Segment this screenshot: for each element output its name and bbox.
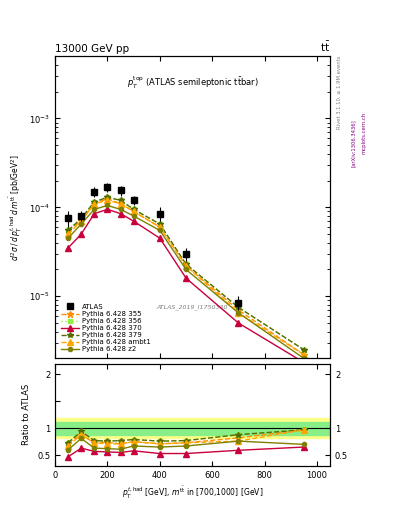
Pythia 6.428 370 [66, 245, 70, 251]
Pythia 6.428 379 [79, 216, 84, 222]
Pythia 6.428 356 [79, 216, 84, 222]
Pythia 6.428 355 [131, 208, 136, 215]
Pythia 6.428 ambt1 [79, 218, 84, 224]
Pythia 6.428 356 [158, 221, 162, 227]
Text: mcplots.cern.ch: mcplots.cern.ch [362, 112, 367, 154]
Pythia 6.428 370 [118, 210, 123, 217]
Y-axis label: Ratio to ATLAS: Ratio to ATLAS [22, 384, 31, 445]
Text: ATLAS_2019_I1750330: ATLAS_2019_I1750330 [157, 304, 228, 310]
Pythia 6.428 ambt1 [105, 197, 110, 203]
Line: Pythia 6.428 370: Pythia 6.428 370 [65, 206, 307, 365]
Pythia 6.428 ambt1 [301, 352, 306, 358]
Pythia 6.428 z2 [301, 355, 306, 361]
Line: Pythia 6.428 355: Pythia 6.428 355 [64, 195, 307, 358]
Pythia 6.428 ambt1 [158, 224, 162, 230]
Pythia 6.428 355 [105, 196, 110, 202]
Bar [55, 422, 330, 435]
Pythia 6.428 356 [66, 227, 70, 233]
Pythia 6.428 z2 [79, 221, 84, 227]
Text: $p_T^{\rm top}$ (ATLAS semileptonic t$\bar{\rm t}$bar): $p_T^{\rm top}$ (ATLAS semileptonic t$\b… [127, 74, 259, 91]
Pythia 6.428 356 [236, 304, 241, 310]
Pythia 6.428 ambt1 [92, 201, 97, 207]
Pythia 6.428 z2 [66, 235, 70, 241]
Pythia 6.428 379 [92, 199, 97, 205]
Pythia 6.428 379 [301, 347, 306, 353]
Pythia 6.428 ambt1 [184, 263, 188, 269]
Pythia 6.428 z2 [131, 213, 136, 219]
Pythia 6.428 ambt1 [131, 208, 136, 215]
Pythia 6.428 ambt1 [118, 201, 123, 207]
Pythia 6.428 355 [301, 352, 306, 358]
Pythia 6.428 355 [92, 201, 97, 207]
Text: [arXiv:1306.3436]: [arXiv:1306.3436] [351, 119, 356, 167]
Line: Pythia 6.428 ambt1: Pythia 6.428 ambt1 [64, 197, 307, 358]
Pythia 6.428 ambt1 [236, 310, 241, 316]
Pythia 6.428 ambt1 [66, 231, 70, 237]
Line: Pythia 6.428 379: Pythia 6.428 379 [65, 195, 307, 353]
Pythia 6.428 356 [105, 194, 110, 200]
Pythia 6.428 z2 [236, 310, 241, 316]
Pythia 6.428 370 [236, 320, 241, 326]
Pythia 6.428 379 [184, 261, 188, 267]
Pythia 6.428 370 [105, 206, 110, 212]
Pythia 6.428 z2 [105, 202, 110, 208]
Pythia 6.428 370 [184, 275, 188, 281]
Pythia 6.428 356 [184, 261, 188, 267]
Pythia 6.428 370 [92, 210, 97, 217]
Line: Pythia 6.428 z2: Pythia 6.428 z2 [66, 203, 306, 360]
Pythia 6.428 370 [131, 218, 136, 224]
Pythia 6.428 355 [236, 307, 241, 313]
Pythia 6.428 379 [158, 221, 162, 227]
Pythia 6.428 379 [131, 206, 136, 212]
Y-axis label: $d^2\sigma\,/\,d\,p_T^{t,{\rm had}}\,d\,m^{{\rm t\bar{t}}}$ [pb/GeV$^2$]: $d^2\sigma\,/\,d\,p_T^{t,{\rm had}}\,d\,… [7, 154, 24, 261]
Line: Pythia 6.428 356: Pythia 6.428 356 [66, 195, 306, 352]
Pythia 6.428 356 [131, 206, 136, 212]
Pythia 6.428 z2 [92, 206, 97, 212]
Pythia 6.428 355 [184, 263, 188, 269]
Pythia 6.428 z2 [158, 227, 162, 233]
Text: 13000 GeV pp: 13000 GeV pp [55, 44, 129, 54]
Pythia 6.428 370 [158, 235, 162, 241]
Pythia 6.428 z2 [184, 266, 188, 272]
Pythia 6.428 379 [105, 194, 110, 200]
Legend: ATLAS, Pythia 6.428 355, Pythia 6.428 356, Pythia 6.428 370, Pythia 6.428 379, P: ATLAS, Pythia 6.428 355, Pythia 6.428 35… [59, 301, 154, 355]
Pythia 6.428 356 [301, 347, 306, 353]
Pythia 6.428 370 [79, 231, 84, 237]
Pythia 6.428 379 [236, 304, 241, 310]
Pythia 6.428 370 [301, 359, 306, 366]
Pythia 6.428 355 [66, 227, 70, 233]
Pythia 6.428 355 [79, 218, 84, 224]
X-axis label: $p_T^{t,{\rm had}}$ [GeV], $m^{{\rm t\bar{t}}}$ in [700,1000] [GeV]: $p_T^{t,{\rm had}}$ [GeV], $m^{{\rm t\ba… [122, 485, 263, 501]
Pythia 6.428 355 [158, 224, 162, 230]
Text: Rivet 3.1.10, ≥ 1.9M events: Rivet 3.1.10, ≥ 1.9M events [336, 55, 342, 129]
Pythia 6.428 z2 [118, 206, 123, 212]
Pythia 6.428 355 [118, 201, 123, 207]
Text: ${\rm t\bar{t}}$: ${\rm t\bar{t}}$ [320, 40, 330, 54]
Pythia 6.428 379 [66, 227, 70, 233]
Bar [55, 418, 330, 438]
Pythia 6.428 356 [92, 199, 97, 205]
Pythia 6.428 356 [118, 197, 123, 203]
Pythia 6.428 379 [118, 197, 123, 203]
